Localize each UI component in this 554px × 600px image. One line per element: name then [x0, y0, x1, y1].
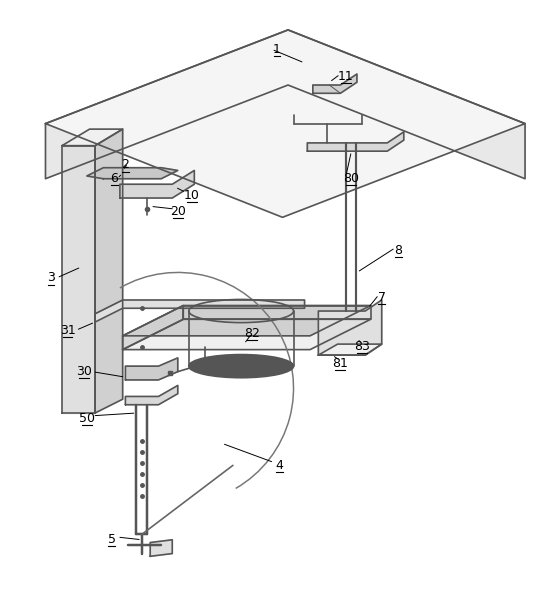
- Polygon shape: [183, 305, 371, 319]
- Polygon shape: [313, 74, 357, 93]
- Text: 31: 31: [60, 324, 75, 337]
- Polygon shape: [125, 385, 178, 405]
- Polygon shape: [62, 146, 95, 413]
- Polygon shape: [95, 129, 122, 413]
- Polygon shape: [319, 344, 382, 355]
- Polygon shape: [122, 319, 371, 350]
- Text: 11: 11: [338, 70, 354, 83]
- Text: 5: 5: [107, 533, 116, 546]
- Polygon shape: [122, 305, 183, 350]
- Text: 6: 6: [110, 172, 119, 185]
- Text: 1: 1: [273, 43, 281, 56]
- Polygon shape: [45, 30, 525, 217]
- Text: 8: 8: [394, 244, 402, 257]
- Polygon shape: [122, 305, 371, 336]
- Polygon shape: [87, 168, 178, 179]
- Polygon shape: [45, 30, 525, 179]
- Text: 30: 30: [76, 365, 92, 378]
- Text: 82: 82: [244, 326, 260, 340]
- Text: 20: 20: [170, 205, 186, 218]
- Polygon shape: [307, 132, 404, 151]
- Text: 10: 10: [183, 189, 199, 202]
- Text: 83: 83: [355, 340, 371, 353]
- Text: 50: 50: [79, 412, 95, 425]
- Text: 7: 7: [378, 291, 386, 304]
- Ellipse shape: [189, 355, 294, 378]
- Polygon shape: [120, 170, 194, 198]
- Text: 80: 80: [343, 172, 360, 185]
- Polygon shape: [319, 300, 382, 355]
- Text: 2: 2: [121, 158, 129, 172]
- Polygon shape: [125, 358, 178, 380]
- Polygon shape: [62, 129, 122, 146]
- Polygon shape: [95, 300, 305, 322]
- Text: 81: 81: [332, 357, 348, 370]
- Text: 4: 4: [276, 459, 284, 472]
- Polygon shape: [150, 540, 172, 556]
- Text: 3: 3: [47, 271, 55, 284]
